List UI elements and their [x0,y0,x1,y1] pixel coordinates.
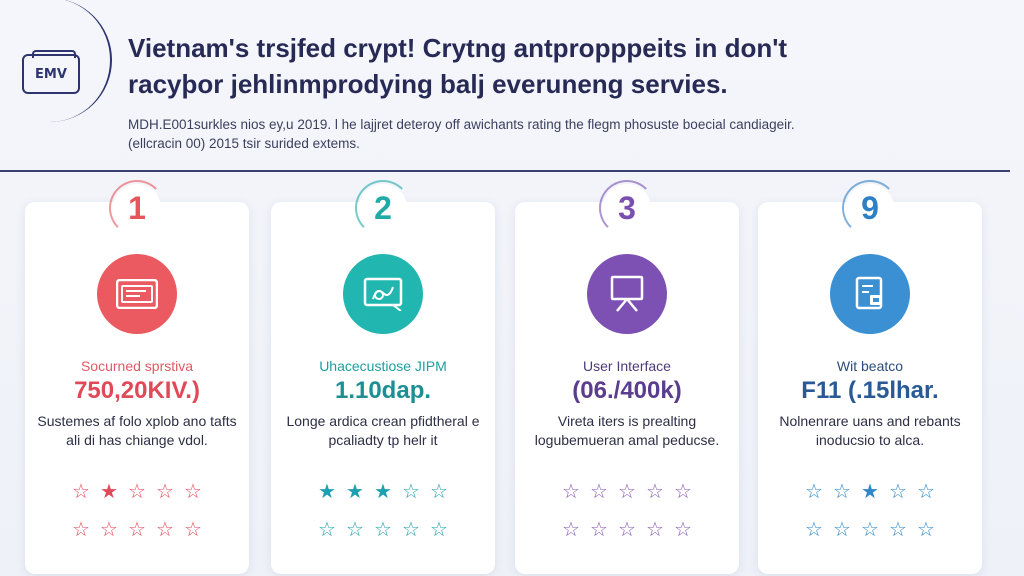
star-icon: ★ [100,481,118,503]
star-icon: ☆ [184,519,202,541]
card-number-badge: 2 [355,180,411,236]
star-icon: ★ [374,481,392,503]
document-chart-icon [343,254,423,334]
star-icon: ☆ [805,519,823,541]
rating-row: ☆ ☆ ☆ ☆ ☆ [271,520,495,540]
card-value: 750,20KIV.) [74,377,200,404]
star-icon: ☆ [833,519,851,541]
card-description: Vireta iters is prealting logubemueran a… [534,413,720,448]
star-icon: ☆ [346,519,364,541]
card-number-badge: 9 [842,180,898,236]
star-icon: ☆ [889,481,907,503]
logo-ring-outer [0,0,112,122]
header-divider [0,170,1010,172]
star-icon: ☆ [618,481,636,503]
rating-row: ☆ ☆ ☆ ☆ ☆ [25,520,249,540]
card-number-badge: 1 [109,180,165,236]
star-icon: ☆ [646,481,664,503]
star-icon: ☆ [128,519,146,541]
star-icon: ☆ [917,519,935,541]
star-icon: ☆ [562,519,580,541]
card-value: F11 (.15lhar. [801,377,939,404]
star-icon: ★ [318,481,336,503]
rating-row: ☆ ☆ ☆ ☆ ☆ [515,482,739,502]
star-icon: ☆ [128,481,146,503]
star-icon: ☆ [430,481,448,503]
feature-card-3: 3 User Interface (06./400k) Vireta iters… [515,180,739,574]
rating-row: ☆ ★ ☆ ☆ ☆ [25,482,249,502]
star-icon: ☆ [156,481,174,503]
star-icon: ☆ [889,519,907,541]
star-icon: ☆ [156,519,174,541]
star-icon: ☆ [72,481,90,503]
presentation-board-icon [587,254,667,334]
credit-card-icon [97,254,177,334]
card-value: 1.10dap. [334,377,432,404]
star-icon: ☆ [374,519,392,541]
logo-text: EMV [35,66,67,82]
rating-row: ★ ★ ★ ☆ ☆ [271,482,495,502]
star-icon: ☆ [917,481,935,503]
rating-row: ☆ ☆ ☆ ☆ ☆ [758,520,982,540]
card-description: Sustemes af folo xplob ano tafts ali di … [37,413,237,448]
star-icon: ☆ [861,519,879,541]
star-icon: ☆ [833,481,851,503]
star-icon: ☆ [674,481,692,503]
star-icon: ☆ [618,519,636,541]
card-value: (06./400k) [572,377,682,404]
star-icon: ☆ [646,519,664,541]
star-icon: ☆ [562,481,580,503]
page-subtitle: MDH.E001surkles nios ey,u 2019. l he laj… [128,117,795,151]
star-icon: ☆ [674,519,692,541]
feature-card-2: 2 Uhacecustiose JIPM 1.10dap. Longe ardi… [271,180,495,574]
card-description: Longe ardica crean pfidtheral e pcaliadt… [286,413,480,448]
star-icon: ☆ [805,481,823,503]
feature-card-4: 9 Wit beatco F11 (.15lhar. Nolnenrare ua… [758,180,982,574]
logo-badge: EMV [22,50,80,94]
star-icon: ☆ [590,519,608,541]
star-icon: ☆ [72,519,90,541]
star-icon: ☆ [100,519,118,541]
rating-row: ☆ ☆ ★ ☆ ☆ [758,482,982,502]
star-icon: ☆ [184,481,202,503]
star-icon: ☆ [402,481,420,503]
star-icon: ☆ [590,481,608,503]
feature-card-1: 1 Socurned sprstiva 750,20KIV.) Sustemes… [25,180,249,574]
card-label: User Interface [583,358,671,374]
star-icon: ☆ [402,519,420,541]
star-icon: ★ [346,481,364,503]
star-icon: ★ [861,481,879,503]
star-icon: ☆ [430,519,448,541]
card-label: Socurned sprstiva [80,358,194,374]
card-description: Nolnenrare uans and rebants inoducsio to… [779,413,961,448]
page-title: Vietnam's trsjfed crypt! Crytng antpropp… [128,33,788,99]
card-number-badge: 3 [599,180,655,236]
document-lock-icon [830,254,910,334]
star-icon: ☆ [318,519,336,541]
card-label: Uhacecustiose JIPM [319,358,447,374]
rating-row: ☆ ☆ ☆ ☆ ☆ [515,520,739,540]
card-label: Wit beatco [836,358,904,374]
